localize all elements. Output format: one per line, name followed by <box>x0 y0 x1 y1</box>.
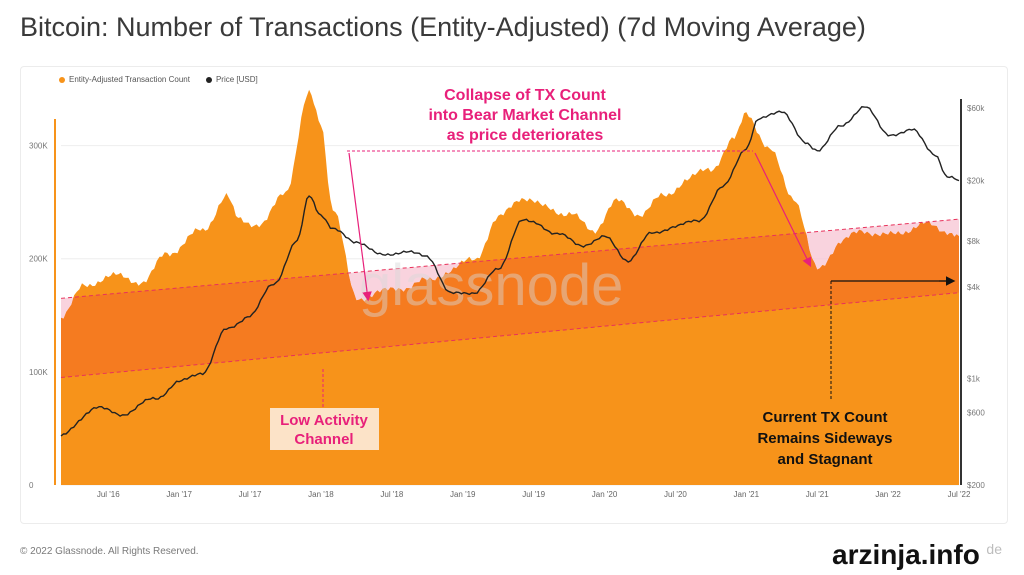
x-tick-label: Jul '22 <box>948 490 971 499</box>
x-tick-label: Jan '19 <box>450 490 476 499</box>
y-left-tick-label: 300K <box>29 142 48 151</box>
legend-item-tx[interactable]: Entity-Adjusted Transaction Count <box>59 75 190 84</box>
orange-dot-icon <box>59 76 65 83</box>
black-dot-icon <box>205 76 212 83</box>
chart-panel: Entity-Adjusted Transaction Count Price … <box>20 66 1008 524</box>
site-badge[interactable]: arzinja.info <box>826 538 986 572</box>
x-tick-label: Jul '20 <box>664 490 687 499</box>
low-activity-annotation-line: Channel <box>294 431 353 448</box>
y-right-tick-label: $1k <box>967 375 981 384</box>
y-right-tick-label: $8k <box>967 237 981 246</box>
collapse-arrow-right <box>754 152 812 268</box>
collapse-annotation-line: into Bear Market Channel <box>429 107 622 124</box>
x-tick-label: Jan '20 <box>592 490 618 499</box>
channel-upper-line <box>60 218 960 299</box>
legend-label-tx: Entity-Adjusted Transaction Count <box>69 75 190 84</box>
copyright-text: © 2022 Glassnode. All Rights Reserved. <box>20 546 199 557</box>
price-line <box>60 106 960 437</box>
current-annotation-line: and Stagnant <box>777 451 872 468</box>
y-right-tick-label: $20k <box>967 177 985 186</box>
current-annotation-line: Current TX Count <box>763 409 888 426</box>
x-tick-label: Jul '17 <box>239 490 262 499</box>
y-right-tick-label: $60k <box>967 104 985 113</box>
y-right-tick-label: $200 <box>967 481 985 490</box>
x-tick-label: Jul '16 <box>97 490 120 499</box>
x-tick-label: Jan '17 <box>166 490 192 499</box>
y-left-tick-label: 100K <box>29 368 48 377</box>
x-tick-label: Jul '21 <box>806 490 829 499</box>
legend-item-price[interactable]: Price [USD] <box>205 75 258 84</box>
collapse-arrow-left <box>348 152 372 302</box>
x-tick-label: Jan '22 <box>875 490 901 499</box>
page-title: Bitcoin: Number of Transactions (Entity-… <box>20 12 866 42</box>
legend-label-price: Price [USD] <box>215 75 258 84</box>
collapse-annotation-line: Collapse of TX Count <box>444 87 606 104</box>
x-tick-label: Jul '19 <box>522 490 545 499</box>
x-tick-label: Jul '18 <box>380 490 403 499</box>
bear-channel-band <box>61 219 959 378</box>
chart-svg: glassnode 0 100K 200K 300K $200 $600 $1k $4k $8k $… <box>29 87 985 499</box>
x-tick-label: Jan '21 <box>734 490 760 499</box>
y-left-tick-label: 0 <box>29 481 34 490</box>
low-activity-box <box>270 408 379 450</box>
chart-legend: Entity-Adjusted Transaction Count Price … <box>59 75 258 84</box>
y-left-tick-label: 200K <box>29 255 48 264</box>
current-annotation-line: Remains Sideways <box>757 430 892 447</box>
chart-watermark: glassnode <box>359 253 623 318</box>
y-right-tick-label: $600 <box>967 408 985 417</box>
x-tick-label: Jan '18 <box>308 490 334 499</box>
y-right-tick-label: $4k <box>967 283 981 292</box>
low-activity-annotation-line: Low Activity <box>280 412 368 429</box>
collapse-annotation-line: as price deteriorates <box>447 127 604 144</box>
